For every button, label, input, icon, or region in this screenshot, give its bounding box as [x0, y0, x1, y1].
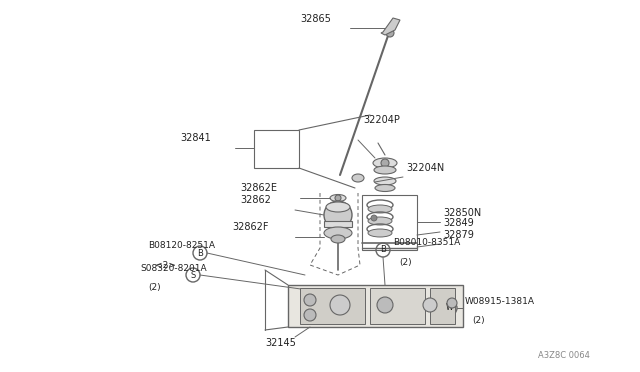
Text: A3Z8C 0064: A3Z8C 0064: [538, 351, 590, 360]
Ellipse shape: [324, 201, 352, 229]
Ellipse shape: [374, 177, 396, 185]
Ellipse shape: [374, 166, 396, 174]
Text: <2>: <2>: [155, 261, 176, 270]
Text: 32862F: 32862F: [232, 222, 269, 232]
Text: W: W: [446, 304, 454, 312]
Ellipse shape: [371, 215, 377, 221]
Text: 32841: 32841: [180, 133, 211, 143]
Ellipse shape: [368, 205, 392, 213]
Text: B08010-8351A: B08010-8351A: [393, 238, 460, 247]
Ellipse shape: [381, 159, 389, 167]
Bar: [254, 130, 299, 168]
Text: 32879: 32879: [443, 230, 474, 240]
Bar: [324, 221, 352, 227]
Ellipse shape: [447, 298, 457, 308]
Ellipse shape: [324, 227, 352, 239]
Text: W08915-1381A: W08915-1381A: [465, 297, 535, 306]
Text: 32862E: 32862E: [240, 183, 277, 193]
Ellipse shape: [375, 185, 395, 192]
Text: 32865: 32865: [300, 14, 331, 24]
Ellipse shape: [304, 309, 316, 321]
Ellipse shape: [304, 294, 316, 306]
Polygon shape: [381, 18, 400, 35]
Ellipse shape: [368, 229, 392, 237]
Ellipse shape: [326, 202, 350, 212]
Ellipse shape: [330, 295, 350, 315]
Ellipse shape: [368, 217, 392, 225]
Text: 32204P: 32204P: [363, 115, 400, 125]
Text: B: B: [197, 248, 203, 257]
Ellipse shape: [377, 297, 393, 313]
Text: 32850N: 32850N: [443, 208, 481, 218]
Bar: [288, 285, 463, 327]
Text: B08120-8251A: B08120-8251A: [148, 241, 215, 250]
Ellipse shape: [423, 298, 437, 312]
Bar: [370, 288, 425, 324]
Ellipse shape: [330, 195, 346, 202]
Bar: [430, 288, 455, 324]
Bar: [300, 288, 365, 324]
Text: (2): (2): [399, 258, 412, 267]
Text: 32849: 32849: [443, 218, 474, 228]
Ellipse shape: [373, 158, 397, 168]
Text: 32145: 32145: [265, 338, 296, 348]
Text: 32862: 32862: [240, 195, 271, 205]
Text: 32204N: 32204N: [406, 163, 444, 173]
Text: B: B: [380, 246, 386, 254]
Ellipse shape: [331, 235, 345, 243]
Ellipse shape: [352, 174, 364, 182]
Text: S08320-8201A: S08320-8201A: [140, 264, 207, 273]
Text: S: S: [190, 270, 196, 279]
Text: (2): (2): [472, 316, 484, 325]
Text: (2): (2): [148, 283, 161, 292]
Ellipse shape: [386, 29, 394, 37]
Bar: [362, 195, 417, 250]
Ellipse shape: [335, 195, 341, 201]
